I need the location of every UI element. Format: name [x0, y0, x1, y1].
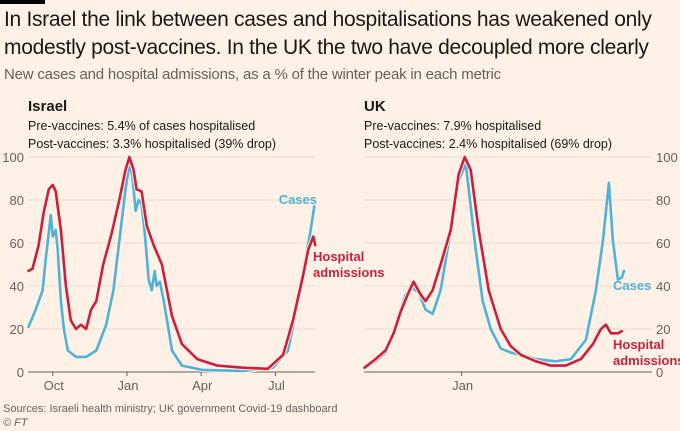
chart-title: In Israel the link between cases and hos… [4, 8, 652, 59]
israel-y-tick-label: 20 [10, 322, 24, 337]
israel-x-tick-label: Apr [192, 378, 213, 393]
uk-panel-title: UK [364, 98, 386, 115]
israel-y-tick-label: 40 [10, 279, 24, 294]
uk-y-tick-label: 60 [656, 236, 670, 251]
uk-hospital-label-line: Hospital [613, 337, 664, 352]
uk-cases-label: Cases [613, 278, 651, 293]
uk-y-tick-label: 100 [656, 150, 678, 165]
israel-hospital-label: Hospital admissions [313, 249, 385, 280]
israel-note-pre: Pre-vaccines: 5.4% of cases hospitalised [28, 119, 256, 133]
uk-y-tick-label: 40 [656, 279, 670, 294]
ft-brand-bar [0, 0, 45, 4]
israel-hospital-line [27, 155, 317, 371]
uk-y-tick-label: 0 [656, 365, 663, 380]
uk-y-tick-label: 20 [656, 322, 670, 337]
israel-note-post: Post-vaccines: 3.3% hospitalised (39% dr… [28, 137, 277, 151]
israel-x-tick-label: Jan [117, 378, 138, 393]
israel-y-tick-label: 0 [17, 365, 24, 380]
ft-credit: © FT [3, 417, 28, 429]
israel-x-tick-label: Oct [44, 378, 65, 393]
uk-chart: 0 20 40 60 80 100 Jan Cases Hospital admissions [362, 150, 680, 393]
israel-chart: 0 20 40 60 80 100 Oct Jan Apr Jul Cases Hospital adm… [2, 150, 384, 393]
uk-note-pre: Pre-vaccines: 7.9% hospitalised [364, 119, 542, 133]
chart-subtitle: New cases and hospital admissions, as a … [4, 66, 501, 83]
israel-y-tick-label: 100 [2, 150, 24, 165]
israel-hospital-label-line: Hospital [313, 249, 364, 264]
uk-note-post: Post-vaccines: 2.4% hospitalised (69% dr… [364, 137, 613, 151]
israel-y-tick-label: 80 [10, 193, 24, 208]
uk-hospital-line [363, 155, 624, 369]
israel-panel-title: Israel [28, 98, 68, 115]
israel-y-tick-label: 60 [10, 236, 24, 251]
israel-hospital-label-line: admissions [313, 265, 385, 280]
israel-cases-line [27, 162, 316, 373]
uk-cases-label-line: Cases [613, 278, 651, 293]
israel-cases-label-line: Cases [279, 192, 317, 207]
uk-hospital-label: Hospital admissions [613, 337, 680, 368]
uk-y-tick-label: 80 [656, 193, 670, 208]
israel-cases-label: Cases [279, 192, 317, 207]
source-note: Sources: Israeli health ministry; UK gov… [3, 403, 338, 415]
uk-x-tick-label: Jan [452, 378, 473, 393]
israel-x-tick-label: Jul [268, 378, 285, 393]
uk-hospital-label-line: admissions [613, 353, 680, 368]
